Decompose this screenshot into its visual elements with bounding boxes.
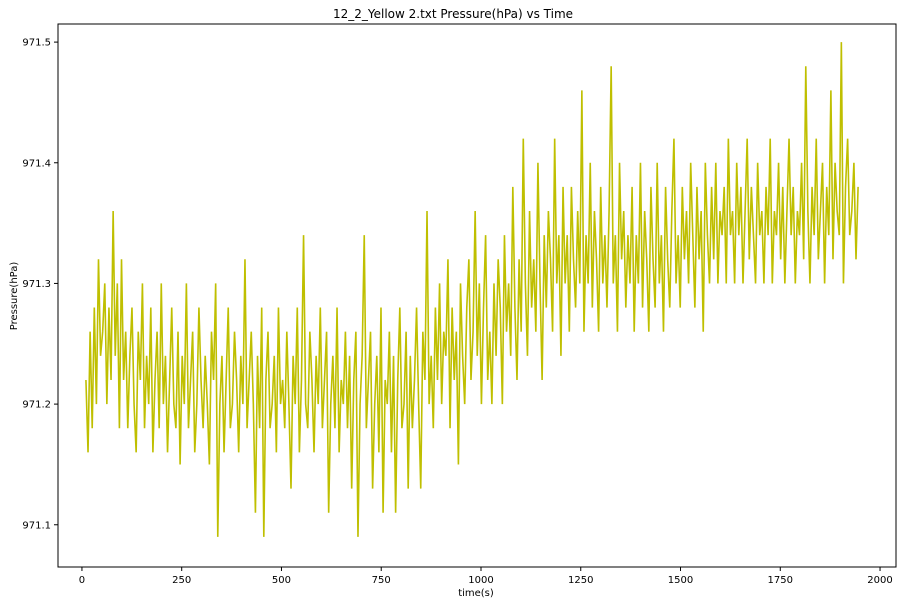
series-line-0 <box>85 42 859 537</box>
y-tick-label: 971.1 <box>22 520 51 531</box>
x-tick-label: 1250 <box>568 575 593 586</box>
x-tick-label: 0 <box>79 575 85 586</box>
y-tick-label: 971.3 <box>22 279 51 290</box>
y-tick-label: 971.5 <box>22 38 51 49</box>
x-axis-ticks: 0 250 500 750 1000 1250 1500 1750 2000 <box>79 567 893 586</box>
plot-area <box>85 42 859 537</box>
x-tick-label: 2000 <box>867 575 892 586</box>
chart-title: 12_2_Yellow 2.txt Pressure(hPa) vs Time <box>333 7 573 21</box>
x-tick-label: 500 <box>272 575 291 586</box>
y-tick-label: 971.2 <box>22 400 51 411</box>
x-tick-label: 1000 <box>468 575 493 586</box>
x-axis-label: time(s) <box>458 588 494 599</box>
y-axis-ticks: 971.1 971.2 971.3 971.4 971.5 <box>22 38 58 531</box>
axes-frame <box>57 23 897 568</box>
x-tick-label: 1750 <box>768 575 793 586</box>
x-tick-label: 250 <box>172 575 191 586</box>
y-axis-label: Pressure(hPa) <box>9 262 20 331</box>
y-tick-label: 971.4 <box>22 158 51 169</box>
x-tick-label: 750 <box>372 575 391 586</box>
x-tick-label: 1500 <box>668 575 693 586</box>
